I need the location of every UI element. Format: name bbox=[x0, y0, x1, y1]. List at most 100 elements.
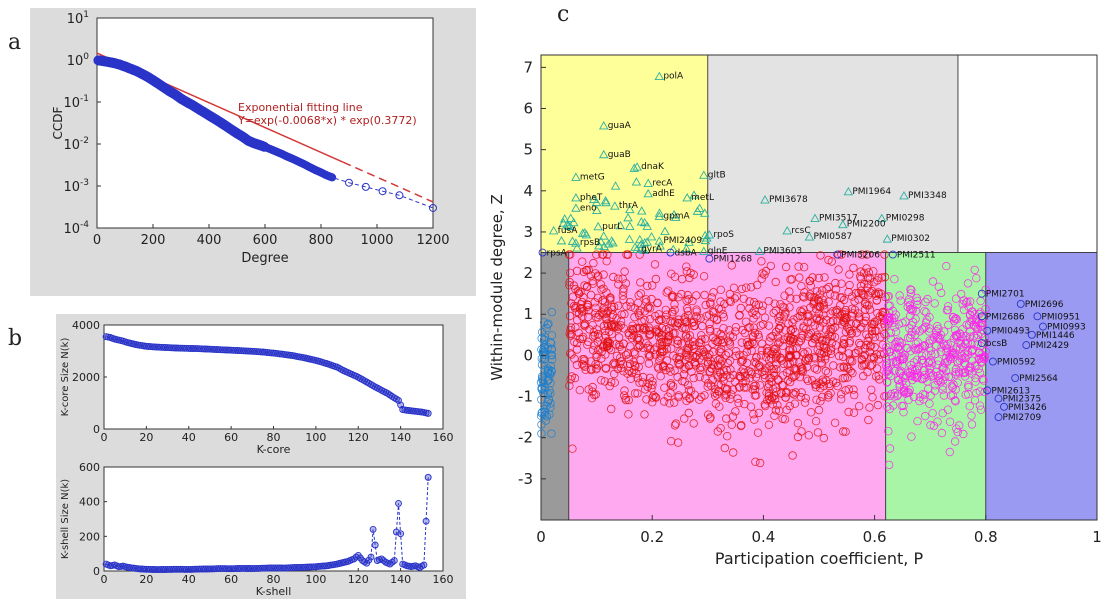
panel-c-data-point bbox=[749, 314, 758, 323]
panel-c-data-point bbox=[626, 342, 635, 351]
panel-c-data-point bbox=[881, 331, 890, 340]
panel-c-data-point bbox=[611, 340, 620, 349]
panel-c-data-point bbox=[782, 405, 791, 415]
panel-c-data-point bbox=[770, 299, 779, 308]
panel-c-data-point bbox=[714, 304, 723, 313]
panel-c-data-point bbox=[714, 355, 723, 365]
panel-c-data-point bbox=[847, 304, 857, 314]
panel-c-data-point bbox=[617, 345, 626, 354]
panel-c-data-point bbox=[885, 347, 894, 357]
panel-c-data-point-hub bbox=[610, 181, 621, 190]
panel-c-data-point bbox=[956, 330, 965, 339]
panel-c-data-point bbox=[819, 433, 828, 443]
panel-c-data-point bbox=[924, 358, 933, 367]
panel-c-hub-marker bbox=[538, 248, 547, 257]
panel-c-data-point bbox=[920, 370, 930, 380]
panel-c-data-point bbox=[591, 269, 600, 278]
panel-c-data-point bbox=[882, 342, 891, 352]
panel-c-data-point bbox=[883, 363, 892, 373]
panel-c-data-point bbox=[895, 345, 904, 354]
panel-c-hub-label: PMI2613 bbox=[991, 386, 1030, 396]
panel-c-data-point bbox=[812, 395, 821, 404]
panel-c-hub-label: PMI3206 bbox=[841, 251, 880, 261]
panel-c-data-point bbox=[748, 332, 757, 341]
panel-c-hub-label: recA bbox=[652, 179, 673, 189]
panel-c-data-point bbox=[798, 367, 807, 376]
panel-c-data-point bbox=[603, 321, 613, 331]
panel-c-data-point bbox=[726, 297, 735, 307]
panel-c-data-point bbox=[578, 297, 587, 307]
panel-c-data-point bbox=[906, 285, 915, 294]
panel-c-data-point bbox=[828, 307, 837, 316]
panel-c-hub-label: PMI0298 bbox=[886, 214, 925, 224]
panel-c-data-point bbox=[908, 375, 917, 385]
panel-c-data-point bbox=[722, 414, 731, 423]
panel-b-top-y-axis-label: K-core Size N(k) bbox=[60, 338, 71, 417]
panel-c-data-point bbox=[835, 351, 844, 361]
panel-b-bottom-x-tick-label: 80 bbox=[267, 573, 281, 586]
panel-c-data-point bbox=[824, 390, 833, 400]
panel-c-data-point bbox=[883, 292, 892, 301]
panel-c-data-point bbox=[938, 385, 947, 394]
panel-c-data-point bbox=[753, 428, 763, 437]
panel-c-data-point-hub bbox=[624, 234, 635, 243]
panel-c-data-point bbox=[692, 312, 701, 321]
panel-c-data-point bbox=[951, 370, 960, 379]
panel-c-data-point bbox=[745, 297, 754, 306]
panel-b-bottom-x-tick-label: 140 bbox=[390, 573, 411, 586]
panel-c-hub-marker bbox=[843, 186, 854, 196]
panel-c-data-point bbox=[778, 302, 788, 311]
panel-c-data-point bbox=[855, 402, 864, 411]
panel-c-data-point bbox=[845, 326, 855, 336]
panel-c-data-point bbox=[732, 292, 741, 301]
panel-c-data-point bbox=[977, 318, 987, 328]
panel-c-data-point bbox=[687, 318, 697, 328]
panel-c-data-point bbox=[826, 327, 835, 336]
panel-c-data-point bbox=[750, 357, 759, 367]
panel-c-data-point bbox=[906, 304, 915, 314]
panel-c-data-point bbox=[615, 359, 624, 369]
panel-c-data-point bbox=[849, 408, 859, 417]
panel-c-data-point bbox=[913, 372, 922, 382]
panel-c-data-point bbox=[876, 333, 885, 342]
panel-c-data-point-hub bbox=[598, 231, 609, 240]
panel-c-data-point bbox=[630, 365, 639, 375]
panel-c-data-point bbox=[904, 395, 913, 404]
panel-c-hub-label: PMI1446 bbox=[1036, 331, 1075, 341]
panel-c-data-point bbox=[643, 343, 652, 353]
panel-c-data-point bbox=[597, 354, 606, 363]
panel-c-data-point bbox=[784, 346, 794, 355]
panel-c-data-point bbox=[607, 312, 616, 321]
panel-c-data-point bbox=[838, 352, 848, 362]
panel-c-data-point bbox=[928, 409, 937, 418]
panel-c-data-point bbox=[602, 342, 612, 351]
panel-c-data-point bbox=[695, 354, 704, 363]
panel-c-data-point bbox=[636, 278, 645, 287]
panel-c-data-point bbox=[569, 301, 579, 311]
panel-c-data-point bbox=[884, 460, 894, 470]
panel-c-data-point-hub bbox=[625, 204, 635, 214]
panel-c-data-point bbox=[716, 329, 725, 339]
panel-c-data-point bbox=[771, 277, 780, 287]
panel-c-data-point bbox=[614, 280, 623, 289]
panel-c-data-point bbox=[689, 373, 698, 383]
panel-c-data-point bbox=[543, 320, 552, 329]
panel-c-data-point bbox=[799, 263, 809, 272]
panel-b-top-x-tick-label: 0 bbox=[101, 431, 108, 444]
panel-c-data-point bbox=[894, 390, 903, 399]
panel-c-y-tick-label: -3 bbox=[518, 470, 533, 488]
panel-c-data-point bbox=[828, 316, 838, 326]
panel-c-data-point bbox=[800, 398, 810, 407]
panel-c-data-point bbox=[745, 304, 754, 313]
panel-c-data-point bbox=[564, 250, 574, 259]
panel-c-data-point bbox=[824, 282, 833, 292]
panel-c-data-point bbox=[590, 341, 599, 350]
panel-c-data-point bbox=[815, 323, 825, 332]
panel-c-data-point bbox=[597, 376, 606, 385]
panel-c-data-point bbox=[890, 339, 900, 348]
panel-c-data-point bbox=[640, 410, 649, 419]
panel-c-data-point bbox=[543, 389, 553, 399]
panel-c-data-point bbox=[934, 356, 943, 365]
panel-c-data-point bbox=[896, 369, 905, 378]
panel-a-data-point bbox=[361, 182, 370, 191]
